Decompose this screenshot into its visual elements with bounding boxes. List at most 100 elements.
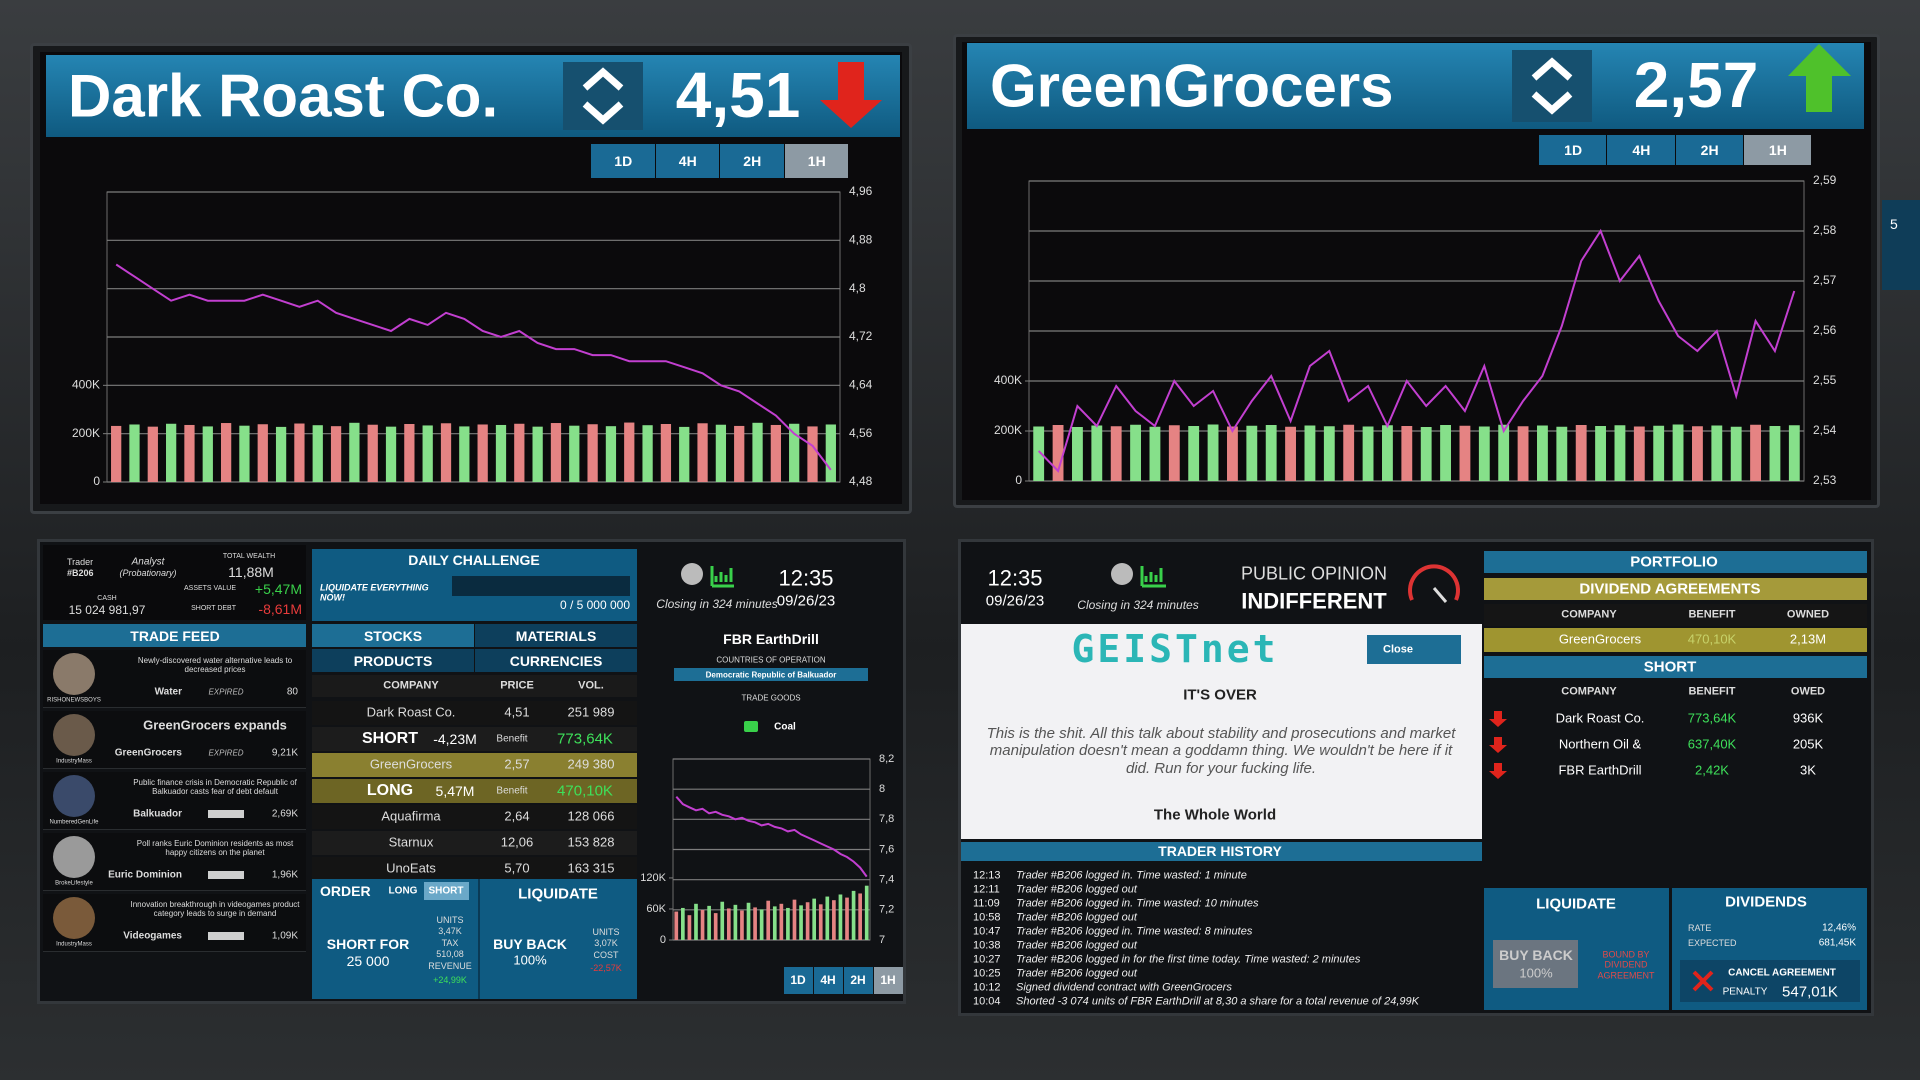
source: RISHONEWSBOYS <box>47 697 101 704</box>
short-title: SHORT <box>1643 658 1697 676</box>
timeframe-button[interactable] <box>591 144 655 178</box>
action[interactable]: SHORT FOR <box>326 935 410 952</box>
timeframes[interactable]: 2H <box>1700 141 1719 158</box>
volume-bar <box>770 424 781 482</box>
timeframes[interactable]: 1D <box>614 152 633 169</box>
volume-bar <box>1420 427 1432 481</box>
volume-bar <box>184 424 195 482</box>
date: 09/26/23 <box>985 592 1045 610</box>
market-tab[interactable] <box>312 624 474 647</box>
benefit-label: Benefit <box>496 785 528 797</box>
tag: Water <box>154 686 182 698</box>
market-tab[interactable] <box>475 649 637 672</box>
timeframes[interactable]: 1H <box>880 973 896 988</box>
market-tab[interactable] <box>475 624 637 647</box>
rank: Analyst <box>131 556 165 568</box>
headline: Newly-discovered water alternative leads… <box>137 655 293 674</box>
timeframe-button[interactable] <box>784 144 848 178</box>
time: 10:47 <box>973 925 1001 938</box>
long[interactable]: LONG <box>388 885 418 897</box>
volume-bar <box>734 425 745 482</box>
table-row <box>312 701 637 725</box>
market-tabs[interactable]: MATERIALS <box>515 627 597 644</box>
text: Shorted -3 074 units of FBR EarthDrill a… <box>1016 995 1419 1008</box>
timeframes[interactable]: 4H <box>1632 141 1651 158</box>
volume-bar <box>812 898 817 940</box>
timeframes[interactable]: 1H <box>1768 141 1787 158</box>
timeframes[interactable]: 1H <box>807 152 826 169</box>
timeframe-button[interactable] <box>1743 135 1811 165</box>
volume: 249 380 <box>567 756 615 772</box>
close[interactable]: Close <box>1383 643 1413 656</box>
volume-bar <box>766 900 771 940</box>
volume-bar <box>1362 426 1374 481</box>
table-row <box>312 831 637 855</box>
header-bar <box>46 55 900 137</box>
timeframes[interactable]: 1D <box>1564 141 1583 158</box>
short[interactable]: SHORT <box>428 885 464 897</box>
volume-bar <box>715 424 727 482</box>
country-tag <box>674 668 868 681</box>
countries-label: COUNTRIES OF OPERATION <box>716 655 826 665</box>
volume-bar <box>1188 426 1200 481</box>
position: LONG <box>366 781 414 799</box>
volume-bar <box>624 422 635 482</box>
timeframes[interactable]: 4H <box>678 152 697 169</box>
market-tabs[interactable]: CURRENCIES <box>509 652 603 669</box>
timeframes[interactable]: 2H <box>850 973 866 988</box>
market-tabs[interactable]: PRODUCTS <box>353 652 433 669</box>
time: 12:11 <box>973 883 1000 896</box>
tag: GreenGrocers <box>114 747 182 759</box>
volume-bar <box>700 910 705 940</box>
volume-bar <box>1207 424 1219 481</box>
label: PUBLIC OPINION <box>1240 563 1388 584</box>
up-arrow <box>1788 44 1851 112</box>
note: BOUND BY DIVIDEND AGREEMENT <box>1597 949 1655 981</box>
volume-bar <box>681 907 685 940</box>
down-arrow-icon <box>1489 737 1507 753</box>
timeframe-button[interactable] <box>814 967 843 994</box>
source: IndustryMass <box>56 758 92 765</box>
timeframes[interactable]: 4H <box>820 973 836 988</box>
volume-bar <box>752 422 763 482</box>
cancel-icon <box>1692 970 1714 992</box>
price: 5,70 <box>504 860 530 876</box>
y-tick-label: 7,2 <box>879 904 894 916</box>
time: 10:04 <box>973 995 1001 1008</box>
market-tabs[interactable]: STOCKS <box>363 627 423 644</box>
feed-header <box>43 624 306 647</box>
timeframe-button[interactable] <box>655 144 719 178</box>
action[interactable]: BUY BACK <box>493 935 567 952</box>
goods-label: TRADE GOODS <box>741 693 801 703</box>
timeframe-button[interactable] <box>720 144 784 178</box>
timeframe-button[interactable] <box>1675 135 1743 165</box>
volume-bar <box>477 424 488 482</box>
timeframes[interactable]: 1D <box>790 973 806 988</box>
units: 3,47K <box>438 925 462 936</box>
trader-card <box>43 545 306 620</box>
task: LIQUIDATE EVERYTHING NOW! <box>320 582 429 603</box>
timeframe-button[interactable] <box>1607 135 1675 165</box>
y-tick-label: 4,88 <box>849 233 873 247</box>
side-screen <box>1882 200 1920 290</box>
timeframe-button[interactable] <box>1539 135 1607 165</box>
timeframes[interactable]: 2H <box>743 152 762 169</box>
title: PORTFOLIO <box>1630 553 1718 571</box>
time: 10:27 <box>973 953 1001 966</box>
cancel-button[interactable] <box>1680 960 1860 1002</box>
close-button[interactable] <box>1367 635 1461 664</box>
market-tab[interactable] <box>312 649 474 672</box>
headline: GreenGrocers expands <box>143 717 287 733</box>
timeframe-button[interactable] <box>784 967 813 994</box>
cancel[interactable]: CANCEL AGREEMENT <box>1728 967 1836 979</box>
timeframe-button[interactable] <box>874 967 903 994</box>
down-arrow <box>820 62 882 128</box>
timeframe-button[interactable] <box>844 967 873 994</box>
gauge-needle <box>1432 587 1448 603</box>
source: BrokeLifestyle <box>55 880 93 887</box>
table-row <box>312 805 637 829</box>
name: FBR EarthDrill <box>723 630 819 647</box>
volume-bar <box>422 425 433 482</box>
logo: GEISTnet <box>1071 627 1279 672</box>
volume-bar <box>1130 424 1141 481</box>
